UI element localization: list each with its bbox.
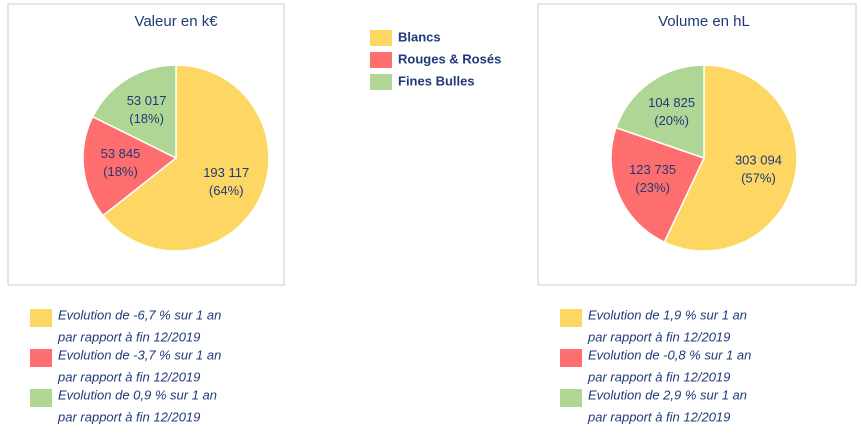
- note-text: Evolution de 0,9 % sur 1 an: [58, 387, 217, 402]
- slice-value-label: 53 845: [101, 146, 141, 161]
- legend-label: Rouges & Rosés: [398, 51, 501, 66]
- pie-slice: [663, 64, 798, 252]
- pie-slice: [101, 64, 270, 252]
- slice-value-label: 123 735: [629, 162, 676, 177]
- note-text: Evolution de -6,7 % sur 1 an: [58, 307, 221, 322]
- slice-value-label: 104 825: [648, 95, 695, 110]
- slice-share-label: (57%): [741, 171, 776, 186]
- legend-swatch: [370, 30, 392, 46]
- note-swatch: [30, 309, 52, 327]
- slice-share-label: (18%): [103, 164, 138, 179]
- note-text: par rapport à fin 12/2019: [57, 369, 200, 384]
- slice-share-label: (64%): [209, 183, 244, 198]
- note-swatch: [560, 349, 582, 367]
- note-swatch: [560, 309, 582, 327]
- note-text: par rapport à fin 12/2019: [57, 409, 200, 424]
- slice-value-label: 303 094: [735, 153, 782, 168]
- note-text: par rapport à fin 12/2019: [57, 329, 200, 344]
- chart-title: Volume en hL: [658, 13, 750, 30]
- note-swatch: [30, 349, 52, 367]
- note-text: Evolution de 1,9 % sur 1 an: [588, 307, 747, 322]
- pie-slice: [610, 126, 706, 244]
- slice-value-label: 193 117: [203, 165, 249, 180]
- note-text: Evolution de -3,7 % sur 1 an: [58, 347, 221, 362]
- legend-swatch: [370, 52, 392, 68]
- legend-swatch: [370, 74, 392, 90]
- pie-slice: [91, 64, 177, 160]
- pie-slice: [615, 64, 705, 160]
- note-text: par rapport à fin 12/2019: [587, 329, 730, 344]
- slice-value-label: 53 017: [127, 93, 167, 108]
- legend-label: Fines Bulles: [398, 73, 475, 88]
- note-text: Evolution de -0,8 % sur 1 an: [588, 347, 751, 362]
- note-text: par rapport à fin 12/2019: [587, 409, 730, 424]
- chart-title: Valeur en k€: [134, 13, 218, 30]
- legend-label: Blancs: [398, 29, 441, 44]
- slice-share-label: (23%): [635, 180, 670, 195]
- note-text: Evolution de 2,9 % sur 1 an: [588, 387, 747, 402]
- note-text: par rapport à fin 12/2019: [587, 369, 730, 384]
- slice-share-label: (18%): [129, 111, 164, 126]
- note-swatch: [30, 389, 52, 407]
- pie-slice: [82, 115, 178, 217]
- note-swatch: [560, 389, 582, 407]
- slice-share-label: (20%): [654, 113, 689, 128]
